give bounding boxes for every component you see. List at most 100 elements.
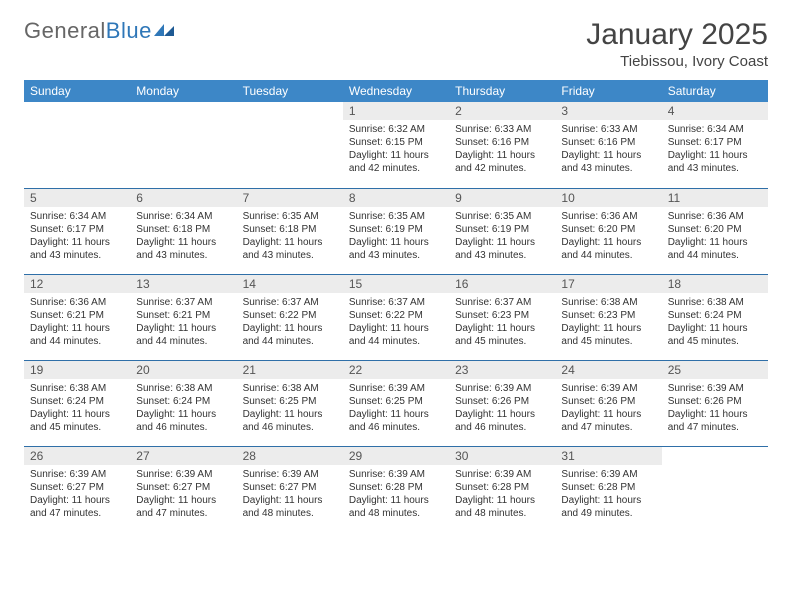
calendar-day-cell: 26Sunrise: 6:39 AMSunset: 6:27 PMDayligh… xyxy=(24,446,130,532)
day-details: Sunrise: 6:36 AMSunset: 6:20 PMDaylight:… xyxy=(662,207,768,266)
calendar-day-cell: . xyxy=(24,102,130,188)
day-number: 29 xyxy=(343,447,449,465)
day-details: Sunrise: 6:39 AMSunset: 6:28 PMDaylight:… xyxy=(555,465,661,524)
month-title: January 2025 xyxy=(586,18,768,51)
calendar-day-cell: 20Sunrise: 6:38 AMSunset: 6:24 PMDayligh… xyxy=(130,360,236,446)
calendar-week-row: 12Sunrise: 6:36 AMSunset: 6:21 PMDayligh… xyxy=(24,274,768,360)
calendar-day-cell: 11Sunrise: 6:36 AMSunset: 6:20 PMDayligh… xyxy=(662,188,768,274)
day-number: 3 xyxy=(555,102,661,120)
day-details: Sunrise: 6:33 AMSunset: 6:16 PMDaylight:… xyxy=(449,120,555,179)
day-number: 13 xyxy=(130,275,236,293)
day-details: Sunrise: 6:37 AMSunset: 6:23 PMDaylight:… xyxy=(449,293,555,352)
day-number: 30 xyxy=(449,447,555,465)
weekday-header: Saturday xyxy=(662,80,768,102)
day-number: 11 xyxy=(662,189,768,207)
day-number: 7 xyxy=(237,189,343,207)
day-details: Sunrise: 6:38 AMSunset: 6:25 PMDaylight:… xyxy=(237,379,343,438)
flag-icon xyxy=(154,22,176,40)
day-details: Sunrise: 6:37 AMSunset: 6:21 PMDaylight:… xyxy=(130,293,236,352)
calendar-day-cell: 14Sunrise: 6:37 AMSunset: 6:22 PMDayligh… xyxy=(237,274,343,360)
calendar-day-cell: 30Sunrise: 6:39 AMSunset: 6:28 PMDayligh… xyxy=(449,446,555,532)
calendar-day-cell: 23Sunrise: 6:39 AMSunset: 6:26 PMDayligh… xyxy=(449,360,555,446)
calendar-table: SundayMondayTuesdayWednesdayThursdayFrid… xyxy=(24,80,768,532)
weekday-header: Monday xyxy=(130,80,236,102)
day-details: Sunrise: 6:39 AMSunset: 6:27 PMDaylight:… xyxy=(237,465,343,524)
calendar-day-cell: 22Sunrise: 6:39 AMSunset: 6:25 PMDayligh… xyxy=(343,360,449,446)
calendar-header-row: SundayMondayTuesdayWednesdayThursdayFrid… xyxy=(24,80,768,102)
day-number: 15 xyxy=(343,275,449,293)
calendar-page: GeneralBlue January 2025 Tiebissou, Ivor… xyxy=(0,0,792,544)
calendar-day-cell: 28Sunrise: 6:39 AMSunset: 6:27 PMDayligh… xyxy=(237,446,343,532)
day-details: Sunrise: 6:39 AMSunset: 6:26 PMDaylight:… xyxy=(662,379,768,438)
day-details: Sunrise: 6:35 AMSunset: 6:19 PMDaylight:… xyxy=(449,207,555,266)
calendar-day-cell: 27Sunrise: 6:39 AMSunset: 6:27 PMDayligh… xyxy=(130,446,236,532)
day-details: Sunrise: 6:38 AMSunset: 6:24 PMDaylight:… xyxy=(662,293,768,352)
day-details: Sunrise: 6:34 AMSunset: 6:17 PMDaylight:… xyxy=(24,207,130,266)
brand-logo: GeneralBlue xyxy=(24,18,176,44)
brand-part1: General xyxy=(24,18,106,44)
day-number: 2 xyxy=(449,102,555,120)
calendar-day-cell: 21Sunrise: 6:38 AMSunset: 6:25 PMDayligh… xyxy=(237,360,343,446)
day-details: Sunrise: 6:36 AMSunset: 6:20 PMDaylight:… xyxy=(555,207,661,266)
day-details: Sunrise: 6:33 AMSunset: 6:16 PMDaylight:… xyxy=(555,120,661,179)
calendar-week-row: 5Sunrise: 6:34 AMSunset: 6:17 PMDaylight… xyxy=(24,188,768,274)
calendar-day-cell: 16Sunrise: 6:37 AMSunset: 6:23 PMDayligh… xyxy=(449,274,555,360)
calendar-day-cell: 19Sunrise: 6:38 AMSunset: 6:24 PMDayligh… xyxy=(24,360,130,446)
day-details: Sunrise: 6:37 AMSunset: 6:22 PMDaylight:… xyxy=(237,293,343,352)
calendar-day-cell: 3Sunrise: 6:33 AMSunset: 6:16 PMDaylight… xyxy=(555,102,661,188)
weekday-header: Thursday xyxy=(449,80,555,102)
calendar-day-cell: 1Sunrise: 6:32 AMSunset: 6:15 PMDaylight… xyxy=(343,102,449,188)
calendar-day-cell: 17Sunrise: 6:38 AMSunset: 6:23 PMDayligh… xyxy=(555,274,661,360)
day-details: Sunrise: 6:39 AMSunset: 6:26 PMDaylight:… xyxy=(449,379,555,438)
calendar-day-cell: . xyxy=(662,446,768,532)
calendar-day-cell: 7Sunrise: 6:35 AMSunset: 6:18 PMDaylight… xyxy=(237,188,343,274)
day-number: 19 xyxy=(24,361,130,379)
calendar-day-cell: 10Sunrise: 6:36 AMSunset: 6:20 PMDayligh… xyxy=(555,188,661,274)
calendar-day-cell: . xyxy=(237,102,343,188)
day-details: Sunrise: 6:38 AMSunset: 6:23 PMDaylight:… xyxy=(555,293,661,352)
day-details: Sunrise: 6:39 AMSunset: 6:26 PMDaylight:… xyxy=(555,379,661,438)
day-number: 28 xyxy=(237,447,343,465)
brand-part2: Blue xyxy=(106,18,152,44)
day-details: Sunrise: 6:38 AMSunset: 6:24 PMDaylight:… xyxy=(24,379,130,438)
title-block: January 2025 Tiebissou, Ivory Coast xyxy=(586,18,768,70)
day-number: 17 xyxy=(555,275,661,293)
weekday-header: Tuesday xyxy=(237,80,343,102)
day-details: Sunrise: 6:35 AMSunset: 6:18 PMDaylight:… xyxy=(237,207,343,266)
day-number: 27 xyxy=(130,447,236,465)
day-details: Sunrise: 6:38 AMSunset: 6:24 PMDaylight:… xyxy=(130,379,236,438)
day-number: 10 xyxy=(555,189,661,207)
day-number: 8 xyxy=(343,189,449,207)
weekday-header: Friday xyxy=(555,80,661,102)
day-details: Sunrise: 6:39 AMSunset: 6:27 PMDaylight:… xyxy=(130,465,236,524)
weekday-header: Sunday xyxy=(24,80,130,102)
day-details: Sunrise: 6:39 AMSunset: 6:25 PMDaylight:… xyxy=(343,379,449,438)
day-details: Sunrise: 6:32 AMSunset: 6:15 PMDaylight:… xyxy=(343,120,449,179)
calendar-day-cell: 8Sunrise: 6:35 AMSunset: 6:19 PMDaylight… xyxy=(343,188,449,274)
calendar-day-cell: 5Sunrise: 6:34 AMSunset: 6:17 PMDaylight… xyxy=(24,188,130,274)
calendar-day-cell: . xyxy=(130,102,236,188)
day-number: 4 xyxy=(662,102,768,120)
calendar-day-cell: 4Sunrise: 6:34 AMSunset: 6:17 PMDaylight… xyxy=(662,102,768,188)
day-number: 5 xyxy=(24,189,130,207)
day-number: 26 xyxy=(24,447,130,465)
day-details: Sunrise: 6:39 AMSunset: 6:27 PMDaylight:… xyxy=(24,465,130,524)
calendar-day-cell: 24Sunrise: 6:39 AMSunset: 6:26 PMDayligh… xyxy=(555,360,661,446)
calendar-day-cell: 9Sunrise: 6:35 AMSunset: 6:19 PMDaylight… xyxy=(449,188,555,274)
day-number: 24 xyxy=(555,361,661,379)
location-label: Tiebissou, Ivory Coast xyxy=(586,53,768,70)
day-number: 25 xyxy=(662,361,768,379)
day-number: 14 xyxy=(237,275,343,293)
calendar-day-cell: 25Sunrise: 6:39 AMSunset: 6:26 PMDayligh… xyxy=(662,360,768,446)
day-number: 16 xyxy=(449,275,555,293)
calendar-day-cell: 15Sunrise: 6:37 AMSunset: 6:22 PMDayligh… xyxy=(343,274,449,360)
day-details: Sunrise: 6:36 AMSunset: 6:21 PMDaylight:… xyxy=(24,293,130,352)
day-details: Sunrise: 6:34 AMSunset: 6:17 PMDaylight:… xyxy=(662,120,768,179)
calendar-day-cell: 31Sunrise: 6:39 AMSunset: 6:28 PMDayligh… xyxy=(555,446,661,532)
day-number: 1 xyxy=(343,102,449,120)
calendar-day-cell: 29Sunrise: 6:39 AMSunset: 6:28 PMDayligh… xyxy=(343,446,449,532)
calendar-week-row: 26Sunrise: 6:39 AMSunset: 6:27 PMDayligh… xyxy=(24,446,768,532)
day-details: Sunrise: 6:39 AMSunset: 6:28 PMDaylight:… xyxy=(343,465,449,524)
day-number: 21 xyxy=(237,361,343,379)
day-number: 20 xyxy=(130,361,236,379)
